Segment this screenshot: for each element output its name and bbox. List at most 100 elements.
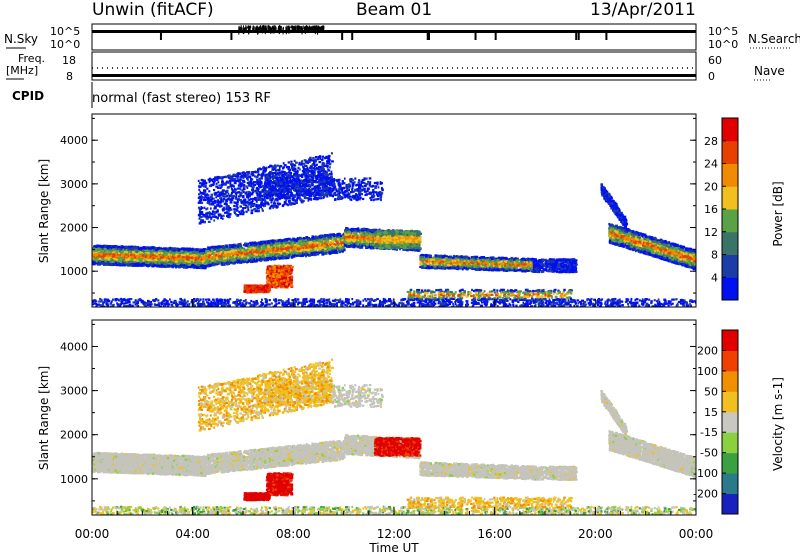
power-mark — [125, 251, 129, 254]
power-mark — [133, 249, 136, 252]
power-mark — [325, 244, 328, 247]
power-mark — [141, 247, 145, 250]
nsky-dip-mark — [474, 30, 477, 40]
power-mark — [157, 251, 160, 254]
power-mark — [202, 256, 205, 259]
power-mark — [127, 251, 131, 255]
power-mark — [253, 257, 256, 261]
power-mark — [298, 254, 301, 258]
power-mark — [197, 266, 200, 269]
power-mark — [274, 240, 276, 243]
power-mark — [93, 247, 95, 250]
power-mark — [220, 256, 224, 260]
power-mark — [146, 252, 150, 255]
nsky-mark — [241, 27, 243, 34]
power-mark — [186, 251, 189, 254]
nsky-mark — [322, 25, 324, 32]
power-mark — [130, 258, 134, 261]
power-mark — [133, 246, 136, 249]
power-mark — [256, 251, 259, 254]
power-mark — [258, 241, 260, 244]
date-title: 13/Apr/2011 — [590, 0, 696, 20]
power-mark — [215, 263, 219, 266]
power-mark — [131, 256, 134, 259]
power-mark — [188, 251, 191, 254]
nsky-dip-mark — [575, 30, 578, 40]
power-mark — [140, 259, 144, 262]
power-mark — [155, 264, 158, 267]
power-mark — [253, 242, 257, 245]
nsky-mark — [246, 26, 248, 29]
nsky-mark — [256, 26, 258, 31]
power-mark — [311, 246, 314, 250]
power-mark — [342, 233, 345, 236]
power-mark — [96, 256, 100, 259]
power-mark — [179, 248, 182, 251]
power-mark — [296, 237, 300, 240]
power-mark — [341, 239, 344, 242]
power-mark — [311, 238, 314, 241]
power-mark — [184, 266, 188, 269]
power-mark — [138, 262, 141, 265]
nsky-mark — [298, 27, 300, 31]
power-mark — [252, 254, 255, 257]
power-mark — [313, 236, 316, 239]
power-mark — [144, 253, 147, 256]
power-mark — [105, 257, 109, 260]
nsky-dip-mark — [494, 30, 497, 40]
power-mark — [203, 256, 207, 260]
power-mark — [148, 246, 151, 249]
power-mark — [94, 251, 98, 254]
power-mark — [338, 251, 342, 254]
power-mark — [163, 253, 167, 256]
power-mark — [287, 256, 290, 260]
power-mark — [200, 264, 203, 267]
power-mark — [123, 251, 126, 254]
power-mark — [311, 245, 314, 248]
power-mark — [303, 237, 306, 240]
nsky-mark — [269, 27, 271, 33]
power-mark — [234, 247, 238, 250]
power-mark — [110, 263, 114, 267]
power-mark — [98, 257, 101, 260]
power-mark — [118, 259, 121, 262]
nave-tick-low: 0 — [708, 71, 715, 83]
power-mark — [223, 254, 227, 257]
power-mark — [209, 247, 212, 250]
power-mark — [335, 240, 339, 243]
power-mark — [330, 243, 332, 246]
nsky-mark — [282, 26, 284, 30]
power-mark — [157, 257, 160, 260]
nsky-mark — [245, 25, 247, 28]
power-mark — [205, 252, 209, 255]
power-mark — [193, 255, 196, 258]
power-mark — [149, 250, 152, 253]
power-mark — [159, 256, 162, 259]
power-mark — [183, 266, 187, 269]
nsky-mark — [314, 25, 316, 31]
power-mark — [341, 250, 344, 253]
power-mark — [171, 264, 174, 267]
power-mark — [130, 263, 133, 267]
power-mark — [339, 239, 343, 243]
power-mark — [321, 249, 324, 252]
power-mark — [213, 262, 216, 265]
power-mark — [171, 255, 174, 258]
power-mark — [234, 249, 238, 252]
nsky-mark — [262, 25, 264, 28]
nsky-mark — [255, 26, 257, 33]
power-mark — [209, 252, 212, 255]
power-mark — [262, 250, 265, 253]
power-mark — [188, 247, 191, 250]
power-mark — [153, 247, 156, 251]
power-mark — [253, 253, 256, 256]
nsky-mark — [304, 26, 306, 34]
power-mark — [229, 261, 233, 264]
power-mark — [285, 241, 288, 245]
power-mark — [277, 246, 280, 249]
power-mark — [217, 248, 220, 251]
power-mark — [319, 247, 322, 251]
power-mark — [163, 262, 167, 265]
power-mark — [186, 258, 190, 261]
power-mark — [235, 259, 237, 262]
